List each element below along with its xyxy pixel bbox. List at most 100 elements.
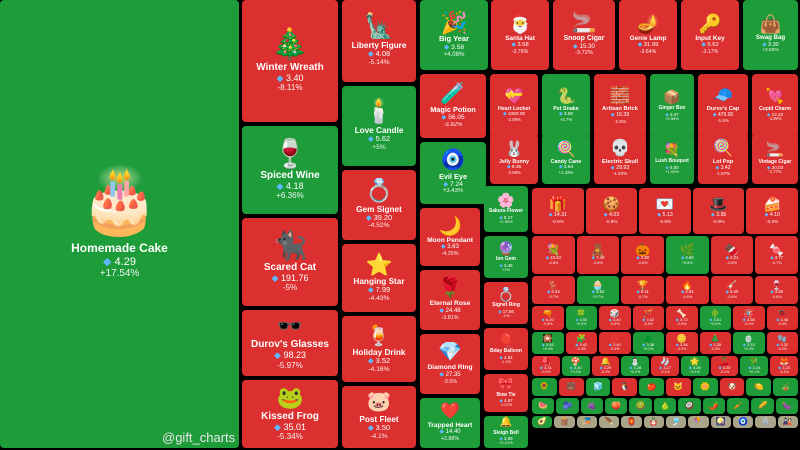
treemap-tile[interactable]: 🌸 Sakura Flower ◆ 5.17 +1.59% [484, 186, 528, 232]
treemap-tile[interactable]: 🎎 [777, 416, 798, 428]
treemap-tile[interactable]: 💌 ◆ 5.13 -0.9% [639, 188, 691, 234]
treemap-tile[interactable]: 🎁 ◆ 14.31 -0.9% [532, 188, 584, 234]
treemap-tile[interactable]: 🌻 [532, 378, 557, 396]
treemap-tile[interactable]: 🎄 ◆ 3.35 -0.3% [699, 332, 731, 354]
treemap-tile[interactable]: 🐞 ◆ 3.48 -0.4% [766, 306, 798, 330]
treemap-tile[interactable]: 🍭 Lol Pop ◆ 3.42 -1.87% [698, 134, 748, 184]
treemap-tile[interactable]: 👜 Swag Bag ◆ 3.30 +3.55% [743, 0, 798, 70]
treemap-tile[interactable]: 🔫 ◆ 6.20 -0.6% [532, 306, 564, 330]
treemap-tile[interactable]: 🎑 [710, 416, 731, 428]
treemap-tile[interactable]: 🍉 [532, 398, 555, 414]
treemap-tile[interactable]: 🐰 Jelly Bunny ◆ 6.35 -2.58% [490, 134, 538, 184]
treemap-tile[interactable]: 🎏 [576, 416, 597, 428]
treemap-tile[interactable]: 🌲 ◆ 3.38 +0.3% [632, 332, 664, 354]
treemap-tile[interactable]: 💝 Heart Locket ◆ 1060.00 -2.89% [490, 74, 538, 138]
treemap-tile[interactable]: 🧿 Evil Eye ◆ 7.24 +3.43% [420, 142, 486, 204]
treemap-tile[interactable]: 📦 Ginger Box ◆ 3.47 +2.58% [650, 74, 694, 138]
treemap-tile[interactable]: 🐈‍⬛ Scared Cat ◆ 191.76 -5% [242, 218, 338, 306]
treemap-tile[interactable]: 🔥 ◆ 3.81 -0.6% [666, 276, 709, 304]
treemap-tile[interactable]: 🎸 ◆ 5.40 -0.6% [710, 276, 754, 304]
treemap-tile[interactable]: 🌿 ◆ 3.60 +0.8% [666, 236, 709, 274]
treemap-tile[interactable]: 🌹 Eternal Rose ◆ 24.48 -3.81% [420, 270, 480, 330]
treemap-tile[interactable]: 🧦 ◆ 3.27 -0.1% [651, 356, 679, 376]
treemap-tile[interactable]: 🍒 ◆ 3.25 -0.1% [710, 356, 739, 376]
treemap-tile[interactable]: 🎲 ◆ 4.40 -0.5% [599, 306, 631, 330]
treemap-tile[interactable]: 🍹 Holiday Drink ◆ 3.52 -4.16% [342, 316, 416, 382]
treemap-tile[interactable]: 🍀 ◆ 3.50 +0.5% [565, 306, 597, 330]
treemap-tile[interactable]: 🍇 [580, 398, 604, 414]
treemap-tile[interactable]: 🐧 [612, 378, 638, 396]
treemap-tile[interactable]: 🪴 [773, 378, 798, 396]
treemap-tile[interactable]: 🎋 ◆ 3.24 +0.1% [740, 356, 769, 376]
treemap-tile[interactable]: 🍋 [746, 378, 772, 396]
treemap-tile[interactable]: 🎂 Homemade Cake ◆ 4.29 +17.54% [0, 0, 239, 448]
treemap-tile[interactable]: 🪀 ◆ 3.31 -0.2% [532, 356, 560, 376]
treemap-tile[interactable]: ⭐ Hanging Star ◆ 7.99 -4.43% [342, 244, 416, 312]
treemap-tile[interactable]: 🍵 ◆ 3.33 +0.3% [733, 332, 765, 354]
treemap-tile[interactable]: 🐶 [719, 378, 745, 396]
treemap-tile[interactable]: 🗽 Liberty Figure ◆ 4.08 -5.14% [342, 0, 416, 82]
treemap-tile[interactable]: 🦊 ◆ 3.23 -0.1% [770, 356, 798, 376]
treemap-tile[interactable]: 🍐 [653, 398, 677, 414]
treemap-tile[interactable]: 🧢 Durov's Cap ◆ 479.00 -1.6% [698, 74, 748, 138]
treemap-tile[interactable]: 🧸 ◆ 7.40 -0.8% [576, 236, 620, 274]
treemap-tile[interactable]: 🍎 [639, 378, 664, 396]
treemap-tile[interactable]: 🎀 Bow Tie ◆ 4.67 -1.07% [484, 374, 528, 412]
treemap-tile[interactable]: 🧩 ◆ 3.42 -0.4% [565, 332, 597, 354]
treemap-tile[interactable]: 🌙 Moon Pendant ◆ 3.63 -4.25% [420, 208, 480, 266]
treemap-tile[interactable]: 🚬 Snoop Cigar ◆ 15.30 -3.72% [553, 0, 615, 70]
treemap-tile[interactable]: 🍰 ◆ 4.10 -0.9% [746, 188, 798, 234]
treemap-tile[interactable]: 🐻 [558, 378, 584, 396]
treemap-tile[interactable]: 🥥 [678, 398, 701, 414]
treemap-tile[interactable]: 🪶 [599, 416, 620, 428]
treemap-tile[interactable]: 🦴 ◆ 3.72 -0.5% [666, 306, 698, 330]
treemap-tile[interactable]: 🪬 [755, 416, 776, 428]
treemap-tile[interactable]: 🌟 ◆ 3.26 +0.1% [680, 356, 709, 376]
treemap-tile[interactable]: 🎃 ◆ 3.90 -0.8% [621, 236, 664, 274]
treemap-tile[interactable]: 💎 Diamond Ring ◆ 27.35 -3.5% [420, 334, 480, 394]
treemap-tile[interactable]: 🕶️ Durov's Glasses ◆ 98.23 -5.97% [242, 310, 338, 376]
treemap-tile[interactable]: 💋 ◆ 3.40 -0.3% [599, 332, 631, 354]
treemap-tile[interactable]: 🔔 ◆ 3.29 -0.2% [591, 356, 620, 376]
treemap-tile[interactable]: 🫐 [556, 398, 579, 414]
treemap-tile[interactable]: 🕯️ Love Candle ◆ 5.62 +5% [342, 86, 416, 166]
treemap-tile[interactable]: 💘 Cupid Charm ◆ 12.42 -1.99% [752, 74, 798, 138]
treemap-tile[interactable]: 🍪 ◆ 4.03 -0.9% [585, 188, 638, 234]
treemap-tile[interactable]: 🪔 Genie Lamp ◆ 31.99 -3.64% [619, 0, 677, 70]
treemap-tile[interactable]: 🎐 [666, 416, 687, 428]
treemap-tile[interactable]: 🍑 [605, 398, 628, 414]
treemap-tile[interactable]: 🎈 Bday Balloon ◆ 4.52 -1.2% [484, 328, 528, 370]
treemap-tile[interactable]: 🧱 Artisan Brick ◆ 16.39 -2.6% [594, 74, 646, 138]
treemap-tile[interactable]: ⛄ ◆ 3.28 +0.2% [621, 356, 650, 376]
treemap-tile[interactable]: 🔮 Ion Gem ◆ 3.46 +1% [484, 236, 528, 278]
treemap-tile[interactable]: 🧤 ◆ 3.32 -0.2% [766, 332, 798, 354]
treemap-tile[interactable]: 🐍 Pet Snake ◆ 3.60 +2.7% [542, 74, 590, 138]
treemap-tile[interactable]: 💐 Lush Bouquet ◆ 5.00 +1.93% [650, 134, 694, 184]
treemap-tile[interactable]: 💍 Gem Signet ◆ 39.20 -4.52% [342, 170, 416, 240]
treemap-tile[interactable]: 💍 Signet Ring ◆ 17.56 -1% [484, 282, 528, 324]
treemap-tile[interactable]: 🥝 [629, 398, 652, 414]
treemap-tile[interactable]: 🍷 Spiced Wine ◆ 4.18 +6.36% [242, 126, 338, 214]
treemap-tile[interactable]: 🎄 Winter Wreath ◆ 3.40 -8.11% [242, 0, 338, 122]
treemap-tile[interactable]: 🌼 [692, 378, 718, 396]
treemap-tile[interactable]: 🍆 [775, 398, 798, 414]
treemap-tile[interactable]: 🚬 Vintage Cigar ◆ 20.03 -1.77% [752, 134, 798, 184]
treemap-tile[interactable]: 🐱 [666, 378, 691, 396]
treemap-tile[interactable]: 🐸 Kissed Frog ◆ 35.01 -5.34% [242, 380, 338, 448]
treemap-tile[interactable]: 🎩 ◆ 3.95 -0.9% [692, 188, 745, 234]
treemap-tile[interactable]: 🌶️ [702, 398, 725, 414]
treemap-tile[interactable]: 🪙 ◆ 3.36 -0.3% [666, 332, 698, 354]
treemap-tile[interactable]: 🎅 Santa Hat ◆ 3.58 -3.76% [491, 0, 549, 70]
treemap-tile[interactable]: 🧊 [585, 378, 611, 396]
treemap-tile[interactable]: 💀 Electric Skull ◆ 29.93 -1.93% [594, 134, 646, 184]
treemap-tile[interactable]: 🦌 ◆ 3.44 -0.7% [532, 276, 575, 304]
treemap-tile[interactable]: 🔑 Input Key ◆ 5.62 -3.17% [681, 0, 739, 70]
treemap-tile[interactable]: 💐 ◆ 10.23 -0.8% [532, 236, 575, 274]
treemap-tile[interactable]: 🌵 ◆ 3.61 +0.5% [699, 306, 731, 330]
treemap-tile[interactable]: ❤️ Trapped Heart ◆ 14.40 +2.88% [420, 398, 480, 448]
treemap-tile[interactable]: 🎉 Big Year ◆ 3.58 +4.08% [420, 0, 488, 70]
treemap-tile[interactable]: 🍬 ◆ 3.77 -0.7% [755, 236, 798, 274]
treemap-tile[interactable]: 🪅 ◆ 3.58 -0.4% [733, 306, 765, 330]
treemap-tile[interactable]: 🧁 ◆ 3.52 +0.7% [576, 276, 620, 304]
treemap-tile[interactable]: 🥕 [726, 398, 750, 414]
